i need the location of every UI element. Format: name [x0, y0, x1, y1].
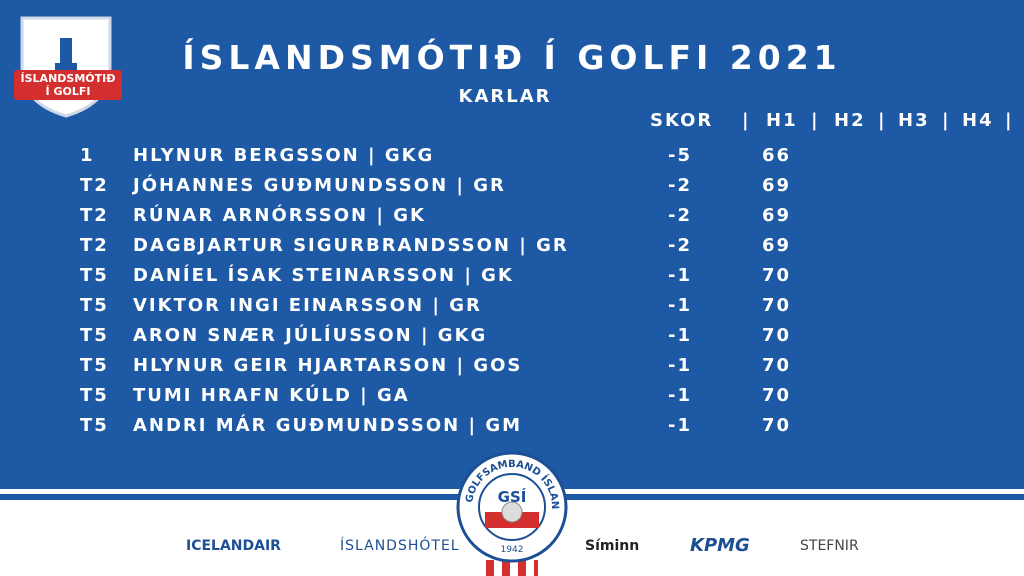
sponsor: ICELANDAIR	[186, 538, 281, 554]
hole-score: 66	[762, 145, 792, 166]
score: -1	[668, 415, 692, 436]
score: -1	[668, 385, 692, 406]
hole-score: 70	[762, 415, 792, 436]
player-name: DAGBJARTUR SIGURBRANDSSON | GR	[133, 235, 569, 256]
hole-score: 69	[762, 205, 792, 226]
position: 1	[80, 145, 95, 166]
player-name: JÓHANNES GUÐMUNDSSON | GR	[133, 175, 506, 196]
player-name: RÚNAR ARNÓRSSON | GK	[133, 205, 426, 226]
position: T2	[80, 235, 109, 256]
position: T5	[80, 355, 109, 376]
hole-score: 70	[762, 355, 792, 376]
score: -2	[668, 175, 692, 196]
column-header: H3	[898, 110, 930, 131]
player-name: ARON SNÆR JÚLÍUSSON | GKG	[133, 325, 488, 346]
position: T5	[80, 295, 109, 316]
sponsor: KPMG	[690, 535, 750, 556]
score: -1	[668, 295, 692, 316]
position: T2	[80, 205, 109, 226]
player-name: HLYNUR GEIR HJARTARSON | GOS	[133, 355, 523, 376]
banner	[14, 70, 122, 100]
gsi-badge: GOLFSAMBAND ÍSLANDS GSÍ 1942	[455, 450, 568, 563]
score: -1	[668, 325, 692, 346]
badge-year: 1942	[501, 545, 524, 555]
position: T5	[80, 415, 109, 436]
column-header: |	[942, 110, 951, 131]
column-header: |	[878, 110, 887, 131]
title: ÍSLANDSMÓTIÐ Í GOLFI 2021	[182, 38, 842, 77]
player-name: DANÍEL ÍSAK STEINARSSON | GK	[133, 265, 514, 286]
player-name: VIKTOR INGI EINARSSON | GR	[133, 295, 482, 316]
hole-score: 70	[762, 385, 792, 406]
score: -2	[668, 235, 692, 256]
logo-text: ÍSLANDSMÓTIÐ	[21, 72, 116, 85]
player-name: TUMI HRAFN KÚLD | GA	[133, 385, 410, 406]
position: T5	[80, 265, 109, 286]
column-header: H4	[962, 110, 994, 131]
column-header: |	[742, 110, 751, 131]
column-header: SKOR	[650, 110, 714, 131]
badge-initials: GSÍ	[498, 487, 527, 506]
position: T5	[80, 325, 109, 346]
hole-score: 69	[762, 175, 792, 196]
score: -1	[668, 265, 692, 286]
sponsor: Síminn	[585, 538, 640, 554]
subtitle: KARLAR	[458, 86, 552, 107]
trophy	[55, 38, 77, 71]
player-name: ANDRI MÁR GUÐMUNDSSON | GM	[133, 415, 523, 436]
golf-ball	[501, 501, 523, 523]
hole-score: 70	[762, 325, 792, 346]
sponsor: STEFNIR	[800, 538, 859, 554]
logo-text: Í GOLFI	[46, 85, 91, 98]
column-header: |	[1005, 110, 1014, 131]
hole-score: 70	[762, 265, 792, 286]
sponsor: ÍSLANDSHÓTEL	[340, 538, 460, 554]
position: T5	[80, 385, 109, 406]
score: -5	[668, 145, 692, 166]
hole-score: 70	[762, 295, 792, 316]
column-header: H2	[834, 110, 866, 131]
column-header: |	[811, 110, 820, 131]
position: T2	[80, 175, 109, 196]
score: -2	[668, 205, 692, 226]
hole-score: 69	[762, 235, 792, 256]
score: -1	[668, 355, 692, 376]
event-logo: ÍSLANDSMÓTIÐ Í GOLFI	[14, 16, 122, 118]
flag-stripe	[486, 560, 538, 576]
player-name: HLYNUR BERGSSON | GKG	[133, 145, 435, 166]
column-header: H1	[766, 110, 798, 131]
